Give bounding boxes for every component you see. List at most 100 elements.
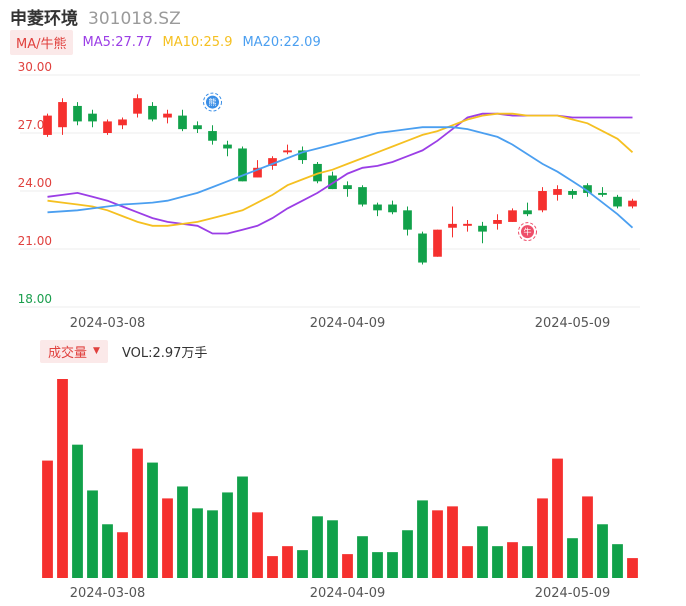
volume-bar [132, 448, 143, 578]
volume-value: VOL:2.97万手 [121, 345, 208, 361]
x-tick-label: 2024-03-08 [70, 316, 146, 331]
caret-down-icon: ▼ [93, 346, 100, 356]
candle [313, 162, 322, 184]
marker-label: 牛 [524, 227, 532, 237]
candle-body [478, 225, 487, 232]
volume-bar [297, 550, 308, 578]
candle-body [268, 158, 277, 166]
ma5-legend: MA5:27.77 [82, 34, 153, 50]
candle-body [298, 150, 307, 161]
marker-dot [206, 95, 219, 109]
candle [418, 231, 427, 265]
volume-bar [177, 486, 188, 578]
volume-bar [627, 558, 638, 578]
volume-bar [252, 512, 263, 578]
marker-ring [203, 92, 222, 112]
candle-body [373, 204, 382, 211]
candle-body [523, 210, 532, 215]
candle [478, 221, 487, 244]
volume-bar [582, 496, 593, 578]
x-tick-label: 2024-04-09 [310, 586, 386, 601]
stock-header: 申菱环境 301018.SZ [10, 4, 181, 29]
candle-body [313, 163, 322, 182]
volume-toggle-button[interactable]: 成交量 ▼ [40, 339, 108, 363]
volume-bar [72, 444, 83, 578]
volume-bar [57, 379, 68, 578]
candle-body [448, 223, 457, 228]
ma-lines [47, 112, 634, 235]
marker-ring [518, 222, 537, 242]
candle-body [463, 223, 472, 226]
candle-body [133, 98, 142, 114]
candle-body [508, 210, 517, 222]
candle [388, 200, 397, 215]
marker-dot [521, 225, 534, 239]
x-tick-label: 2024-05-09 [535, 316, 611, 331]
candle-body [568, 191, 577, 195]
candle [553, 185, 562, 201]
candle-body [88, 113, 97, 122]
candle-body [178, 115, 187, 130]
volume-bar [522, 546, 533, 578]
candle-body [433, 229, 442, 257]
candle-body [208, 131, 217, 141]
volume-bar [477, 526, 488, 578]
candle-body [163, 113, 172, 118]
x-tick-label: 2024-05-09 [535, 586, 611, 601]
candle-body [283, 150, 292, 153]
candle-body [193, 125, 202, 130]
ma10-line [47, 112, 634, 227]
ma5-line [47, 112, 633, 235]
volume-bar [567, 538, 578, 578]
volume-bar [432, 510, 443, 578]
candle-body [613, 196, 622, 207]
stock-code: 301018.SZ [88, 9, 181, 29]
volume-bar [417, 500, 428, 578]
candle [613, 194, 622, 209]
candle [538, 187, 547, 213]
ma20-line [47, 126, 634, 229]
volume-bar [402, 530, 413, 578]
ma-toggle-button[interactable]: MA/牛熊 [10, 29, 73, 55]
volume-bar [192, 508, 203, 578]
candle-body [538, 191, 547, 211]
candle [88, 109, 97, 128]
candle [493, 214, 502, 230]
candle [43, 113, 52, 137]
ma-legend: MA/牛熊 MA5:27.77 MA10:25.9 MA20:22.09 [10, 29, 321, 55]
volume-bar [597, 524, 608, 578]
x-tick-label: 2024-03-08 [70, 586, 146, 601]
volume-bars [42, 379, 638, 578]
volume-bar [462, 546, 473, 578]
candle [628, 198, 637, 209]
candle [508, 208, 517, 222]
candle [58, 98, 67, 135]
candle [448, 206, 457, 238]
volume-bar [42, 460, 53, 578]
candle [178, 109, 187, 132]
candle [148, 102, 157, 122]
candle-body [238, 148, 247, 182]
volume-bar [357, 536, 368, 578]
candle [193, 121, 202, 133]
candle-body [103, 121, 112, 133]
candle [133, 94, 142, 118]
volume-bar [117, 532, 128, 578]
candle [73, 102, 82, 126]
volume-bar [372, 552, 383, 578]
bear-marker: 熊 [203, 92, 222, 112]
x-tick-label: 2024-04-09 [310, 316, 386, 331]
candle-body [598, 192, 607, 195]
candle-body [583, 185, 592, 193]
candle [373, 202, 382, 217]
candle-body [43, 115, 52, 135]
candle [358, 185, 367, 207]
candle-body [493, 220, 502, 224]
volume-header: 成交量 ▼ VOL:2.97万手 [40, 339, 208, 363]
volume-bar [507, 542, 518, 578]
volume-bar [207, 510, 218, 578]
candle [433, 229, 442, 257]
candle-body [253, 167, 262, 178]
candle [598, 187, 607, 197]
volume-bar [492, 546, 503, 578]
